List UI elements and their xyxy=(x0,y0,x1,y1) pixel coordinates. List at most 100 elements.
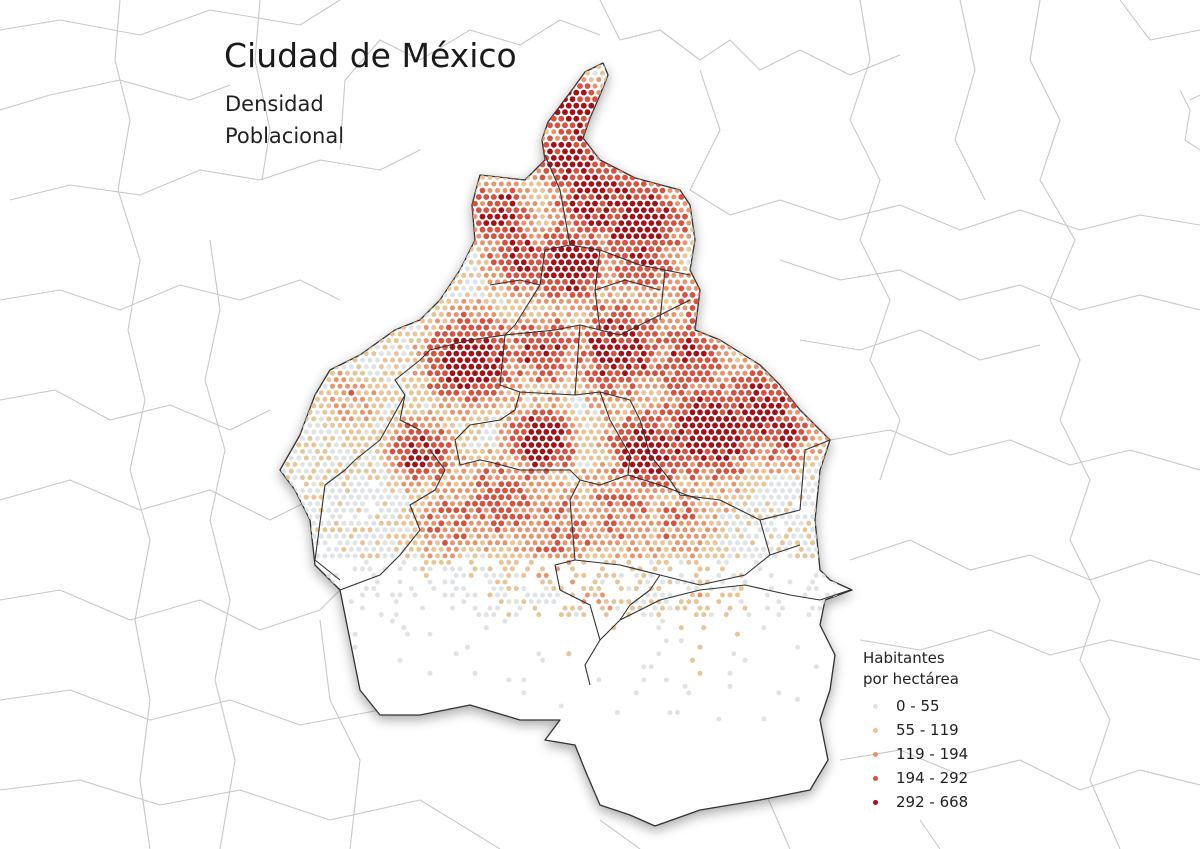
density-dot xyxy=(629,448,636,455)
density-dot xyxy=(360,161,365,167)
density-dot xyxy=(727,383,733,389)
density-dot xyxy=(535,429,542,435)
density-dot xyxy=(408,298,414,304)
density-dot xyxy=(563,58,568,63)
density-dot xyxy=(307,266,313,272)
density-dot xyxy=(645,135,650,141)
density-dot xyxy=(633,468,640,474)
density-dot xyxy=(670,337,677,344)
density-dot xyxy=(513,364,519,370)
density-dot xyxy=(689,448,696,455)
density-dot xyxy=(637,122,643,128)
density-dot xyxy=(450,435,455,441)
density-dot xyxy=(667,122,673,128)
density-dot xyxy=(611,285,617,291)
density-dot xyxy=(479,474,486,481)
density-dot xyxy=(629,331,636,337)
density-dot xyxy=(554,174,561,181)
density-dot xyxy=(536,325,542,330)
density-dot xyxy=(757,161,763,167)
density-dot xyxy=(536,298,542,304)
density-dot xyxy=(502,148,508,154)
density-dot xyxy=(802,305,808,311)
density-dot xyxy=(390,83,395,89)
density-dot xyxy=(356,103,362,109)
density-dot xyxy=(716,103,722,109)
density-dot xyxy=(457,227,463,233)
density-dot xyxy=(765,279,770,285)
density-dot xyxy=(704,409,711,416)
density-dot xyxy=(405,409,410,415)
density-dot xyxy=(802,409,808,415)
density-dot xyxy=(562,239,568,246)
density-dot xyxy=(341,455,347,461)
density-dot xyxy=(832,292,838,298)
density-dot xyxy=(337,357,343,363)
density-dot xyxy=(832,70,838,76)
density-dot xyxy=(828,325,834,330)
density-dot xyxy=(322,253,328,259)
density-dot xyxy=(629,357,636,363)
density-dot xyxy=(540,122,545,128)
density-dot xyxy=(397,357,403,363)
density-dot xyxy=(670,455,677,461)
density-dot xyxy=(610,246,617,253)
density-dot xyxy=(727,135,733,141)
density-dot xyxy=(296,233,302,239)
density-dot xyxy=(412,188,418,193)
density-dot xyxy=(577,357,583,363)
density-dot xyxy=(495,109,500,115)
density-dot xyxy=(554,331,561,337)
density-dot xyxy=(708,116,714,122)
density-dot xyxy=(498,468,505,474)
density-dot xyxy=(757,253,763,259)
density-dot xyxy=(806,64,812,69)
density-dot xyxy=(554,435,561,442)
density-dot xyxy=(322,422,328,428)
density-dot xyxy=(671,90,677,96)
density-dot xyxy=(495,475,500,481)
density-dot xyxy=(761,168,767,174)
density-dot xyxy=(776,181,782,187)
density-dot xyxy=(292,214,298,220)
density-dot xyxy=(656,103,662,109)
density-dot xyxy=(397,279,403,285)
density-dot xyxy=(528,103,534,109)
density-dot xyxy=(648,272,655,279)
density-dot xyxy=(505,194,512,200)
density-dot xyxy=(757,449,763,454)
density-dot xyxy=(743,58,748,63)
density-dot xyxy=(625,324,632,331)
density-dot xyxy=(483,442,489,448)
density-dot xyxy=(311,272,317,278)
density-dot xyxy=(746,220,752,226)
density-dot xyxy=(479,357,486,363)
density-dot xyxy=(817,214,823,220)
density-dot xyxy=(599,305,606,311)
density-dot xyxy=(345,279,350,285)
density-dot xyxy=(513,298,519,304)
density-dot xyxy=(637,70,643,76)
density-dot xyxy=(543,377,549,383)
density-dot xyxy=(700,363,707,370)
density-dot xyxy=(776,455,782,461)
density-dot xyxy=(712,318,718,324)
density-dot xyxy=(720,175,725,180)
density-dot xyxy=(457,331,463,337)
density-dot xyxy=(618,468,625,474)
density-dot xyxy=(783,325,789,330)
density-dot xyxy=(637,265,643,272)
density-dot xyxy=(550,285,557,292)
density-dot xyxy=(712,214,718,220)
density-dot xyxy=(674,357,681,363)
density-dot xyxy=(592,383,598,389)
density-dot xyxy=(855,462,860,467)
density-dot xyxy=(855,201,860,206)
density-dot xyxy=(573,337,580,344)
density-dot xyxy=(648,233,655,240)
density-dot xyxy=(720,58,725,63)
density-dot xyxy=(367,318,373,324)
density-dot xyxy=(836,272,842,278)
density-dot xyxy=(502,370,508,377)
density-dot xyxy=(419,435,426,442)
